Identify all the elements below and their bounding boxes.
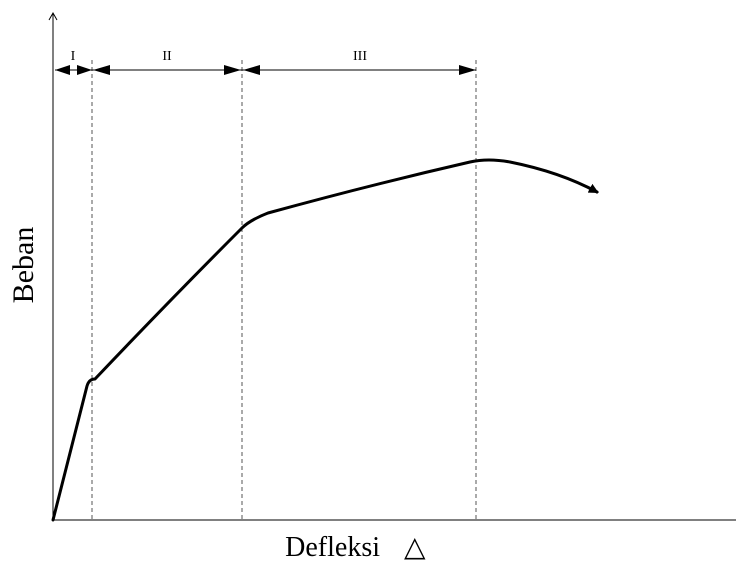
y-axis-arrow-icon	[48, 11, 58, 21]
delta-symbol: △	[404, 532, 426, 562]
region-2-left-arrow-icon	[93, 65, 110, 75]
region-1-left-arrow-icon	[55, 65, 70, 75]
load-deflection-curve	[51, 158, 599, 522]
region-3-right-arrow-icon	[459, 65, 476, 75]
region-label-1: I	[71, 49, 76, 64]
region-label-3: III	[353, 49, 367, 64]
region-label-2: II	[162, 49, 172, 64]
region-1-right-arrow-icon	[77, 65, 92, 75]
x-axis-label: Defleksi	[285, 532, 380, 562]
region-3-left-arrow-icon	[243, 65, 260, 75]
region-2-right-arrow-icon	[224, 65, 241, 75]
y-axis-label: Beban	[7, 227, 40, 304]
